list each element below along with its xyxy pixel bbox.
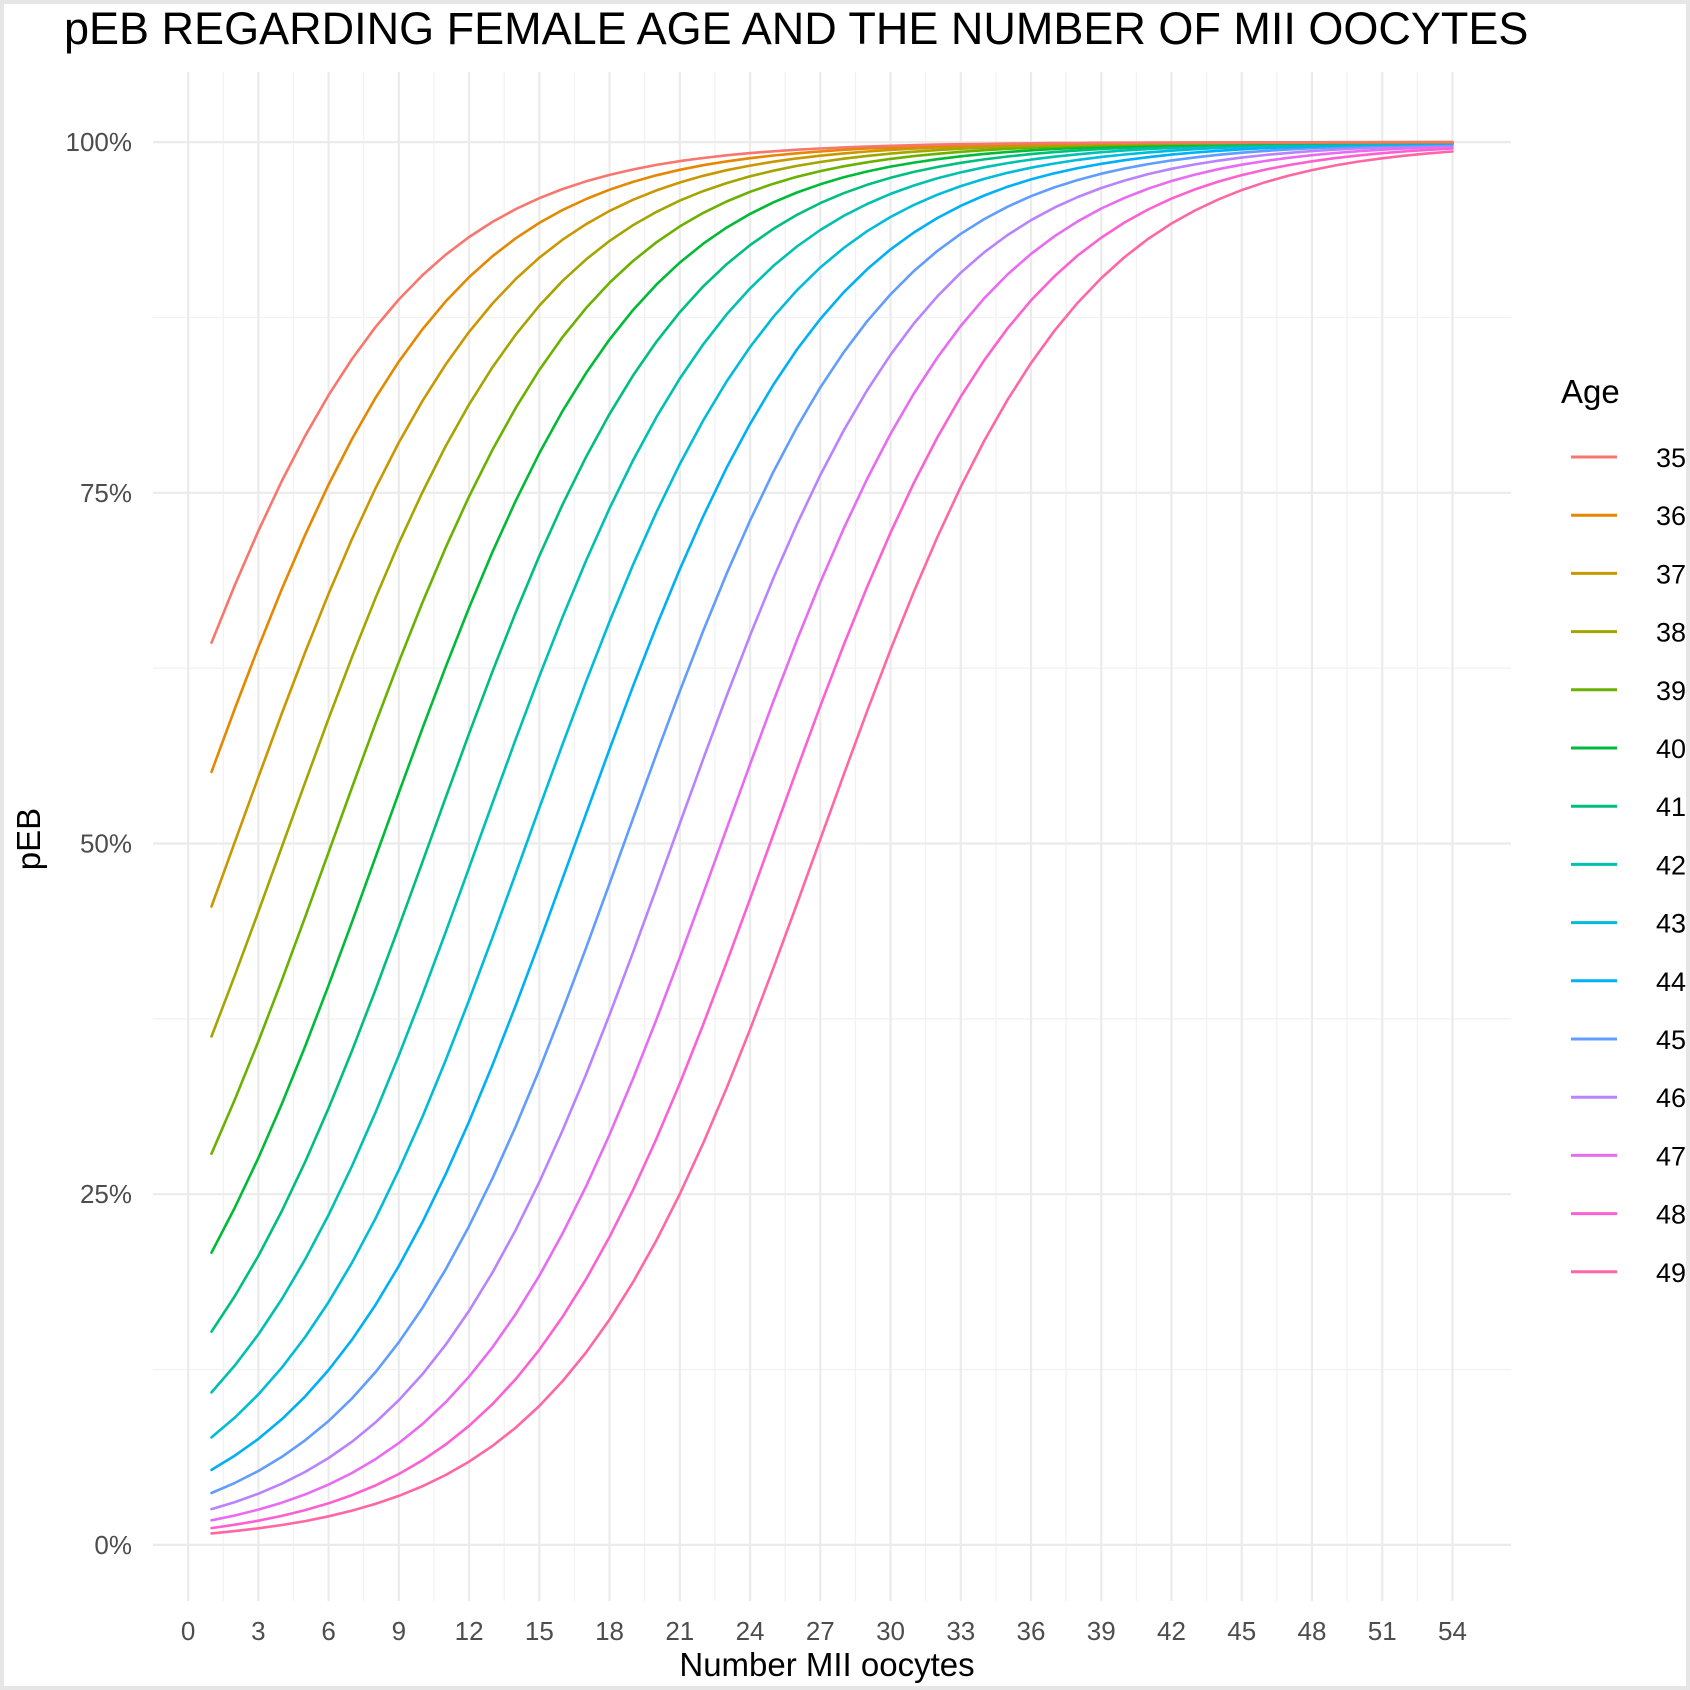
legend-label: 48 (1656, 1200, 1686, 1230)
legend-item-age-43: 43 (1571, 909, 1686, 939)
x-tick-label: 33 (946, 1616, 975, 1646)
legend-item-age-48: 48 (1571, 1200, 1686, 1230)
x-tick-label: 3 (251, 1616, 265, 1646)
series-line-age-45 (210, 142, 1454, 1495)
x-tick-label: 21 (665, 1616, 694, 1646)
legend-item-age-44: 44 (1571, 967, 1686, 997)
legend-label: 38 (1656, 618, 1686, 648)
x-tick-label: 18 (595, 1616, 624, 1646)
legend-label: 41 (1656, 792, 1686, 822)
legend-item-age-39: 39 (1571, 676, 1686, 706)
legend-item-age-38: 38 (1571, 618, 1686, 648)
legend-label: 35 (1656, 443, 1686, 473)
y-tick-label: 50% (80, 829, 132, 859)
x-tick-label: 0 (181, 1616, 195, 1646)
x-tick-label: 42 (1157, 1616, 1186, 1646)
legend-label: 39 (1656, 676, 1686, 706)
legend-item-age-35: 35 (1571, 443, 1686, 473)
y-tick-label: 25% (80, 1179, 132, 1209)
legend-label: 47 (1656, 1141, 1686, 1171)
x-tick-label: 45 (1227, 1616, 1256, 1646)
legend-label: 46 (1656, 1083, 1686, 1113)
legend-label: 45 (1656, 1025, 1686, 1055)
series-line-age-47 (210, 145, 1454, 1522)
x-tick-label: 39 (1087, 1616, 1116, 1646)
legend-label: 37 (1656, 559, 1686, 589)
series-line-age-49 (210, 150, 1454, 1535)
x-tick-label: 51 (1368, 1616, 1397, 1646)
x-tick-label: 27 (806, 1616, 835, 1646)
chart-title: pEB REGARDING FEMALE AGE AND THE NUMBER … (64, 4, 1528, 54)
legend-label: 49 (1656, 1258, 1686, 1288)
legend-item-age-46: 46 (1571, 1083, 1686, 1113)
legend-item-age-47: 47 (1571, 1141, 1686, 1171)
series-line-age-39 (210, 141, 1454, 1155)
line-chart: pEB REGARDING FEMALE AGE AND THE NUMBER … (10, 4, 1686, 1683)
y-axis-ticks: 0% 25% 50% 75% 100% (66, 127, 133, 1560)
grid (153, 72, 1511, 1601)
y-tick-label: 75% (80, 478, 132, 508)
series-line-age-42 (210, 141, 1454, 1394)
legend-item-age-41: 41 (1571, 792, 1686, 822)
y-tick-label: 0% (94, 1530, 132, 1560)
legend-item-age-40: 40 (1571, 734, 1686, 764)
x-tick-label: 36 (1017, 1616, 1046, 1646)
x-tick-label: 15 (525, 1616, 554, 1646)
x-axis-label: Number MII oocytes (679, 1646, 974, 1683)
legend-label: 42 (1656, 850, 1686, 880)
series-line-age-44 (210, 142, 1454, 1472)
x-tick-label: 48 (1298, 1616, 1327, 1646)
series-line-age-38 (210, 141, 1454, 1038)
series-line-age-35 (210, 140, 1454, 645)
legend-item-age-37: 37 (1571, 559, 1686, 589)
x-tick-label: 54 (1438, 1616, 1467, 1646)
series-line-age-46 (210, 143, 1454, 1511)
legend-label: 36 (1656, 501, 1686, 531)
series-line-age-40 (210, 141, 1454, 1254)
legend: Age 35 36 37 38 39 40 41 42 43 44 45 46 47 48 49 (1561, 373, 1686, 1288)
legend-label: 40 (1656, 734, 1686, 764)
legend-item-age-42: 42 (1571, 850, 1686, 880)
x-tick-label: 6 (321, 1616, 335, 1646)
legend-label: 44 (1656, 967, 1686, 997)
x-tick-label: 9 (392, 1616, 406, 1646)
y-tick-label: 100% (66, 127, 133, 157)
series-line-age-41 (210, 141, 1454, 1333)
legend-item-age-45: 45 (1571, 1025, 1686, 1055)
x-axis-ticks: 0 3 6 9 12 15 18 21 24 27 30 33 36 39 42 45 48 51 54 (181, 1616, 1467, 1646)
legend-item-age-49: 49 (1571, 1258, 1686, 1288)
legend-label: 43 (1656, 909, 1686, 939)
x-tick-label: 24 (736, 1616, 765, 1646)
series-line-age-43 (210, 141, 1454, 1439)
legend-item-age-36: 36 (1571, 501, 1686, 531)
x-tick-label: 12 (455, 1616, 484, 1646)
series-lines (210, 140, 1454, 1535)
legend-title: Age (1561, 373, 1620, 410)
x-tick-label: 30 (876, 1616, 905, 1646)
series-line-age-48 (210, 147, 1454, 1530)
y-axis-label: pEB (10, 808, 47, 870)
